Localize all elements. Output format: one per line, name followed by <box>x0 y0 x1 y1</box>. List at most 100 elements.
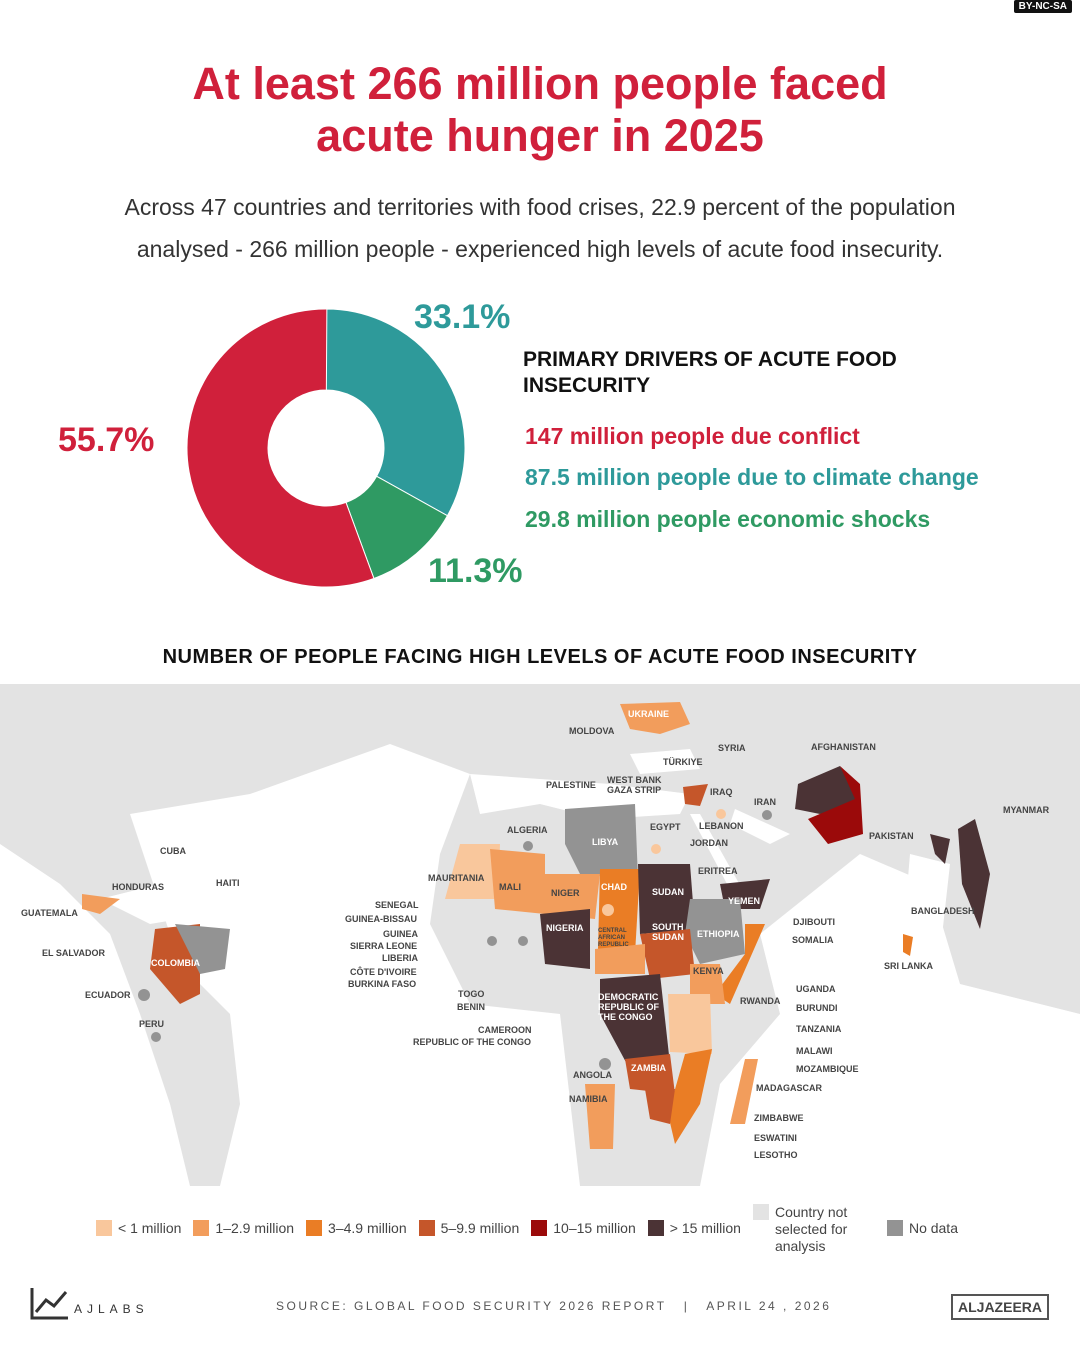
donut-chart <box>186 308 466 588</box>
map-label: REPUBLIC OF THE CONGO <box>413 1037 532 1047</box>
legend-label: 10–15 million <box>553 1220 636 1236</box>
map-label: ETHIOPIA <box>697 929 740 939</box>
map-label: MALI <box>499 882 521 892</box>
map-label: ANGOLA <box>573 1070 612 1080</box>
legend-item: No data <box>886 1220 958 1236</box>
map-label: YEMEN <box>728 896 761 906</box>
country-mozambique <box>668 1049 712 1144</box>
map-label: PAKISTAN <box>869 831 914 841</box>
map-label: LESOTHO <box>754 1150 798 1160</box>
country-south-sudan <box>640 929 695 979</box>
map-label: ERITREA <box>698 866 738 876</box>
map-label: JORDAN <box>690 838 729 848</box>
country-zimbabwe <box>645 1089 675 1124</box>
map-label: BURUNDI <box>796 1003 838 1013</box>
map-label: EL SALVADOR <box>42 948 106 958</box>
country-bangladesh <box>930 834 950 864</box>
map-label: SYRIA <box>718 743 746 753</box>
map-label: BENIN <box>457 1002 486 1012</box>
map-label: PALESTINE <box>546 780 596 790</box>
legend-conflict: 147 million people due conflict <box>525 423 860 449</box>
donut-slice-0 <box>325 308 466 517</box>
country-mali <box>490 849 545 914</box>
map-label: GUATEMALA <box>21 908 78 918</box>
legend-swatch <box>193 1220 210 1236</box>
ajlabs-logo: AJLABS <box>30 1286 149 1320</box>
map-label: MAURITANIA <box>428 873 485 883</box>
map-label: HONDURAS <box>112 882 165 892</box>
source-line: SOURCE: GLOBAL FOOD SECURITY 2026 REPORT… <box>276 1299 832 1313</box>
map-label: GUINEA <box>383 929 419 939</box>
map-label: IRAQ <box>710 787 733 797</box>
legend-swatch <box>752 1204 769 1220</box>
map-label: SOUTH SUDAN <box>652 922 685 942</box>
subtitle: Across 47 countries and territories with… <box>124 194 956 262</box>
ocean-indian <box>700 854 1080 1186</box>
legend-label: No data <box>908 1220 958 1236</box>
map-label: TÜRKIYE <box>663 757 703 767</box>
map-legend: < 1 million 1–2.9 million 3–4.9 million 5–9… <box>96 1204 970 1255</box>
map-label: NIGER <box>551 888 580 898</box>
map-label: SIERRA LEONE <box>350 941 418 951</box>
slice-label-economic: 11.3% <box>428 552 523 590</box>
page-title: At least 266 million people faced acute h… <box>192 58 888 161</box>
map-label: DJIBOUTI <box>793 917 836 927</box>
map-label: CAMEROON <box>478 1025 532 1035</box>
map-label: ZAMBIA <box>631 1063 666 1073</box>
legend-label: 5–9.9 million <box>440 1220 520 1236</box>
map-label: SENEGAL <box>375 900 419 910</box>
country-nigeria <box>540 909 590 969</box>
country-car <box>595 944 645 974</box>
country-madagascar <box>730 1059 758 1124</box>
map-label: NAMIBIA <box>569 1094 608 1104</box>
map-label: WEST BANK <box>607 775 662 785</box>
legend-item: 10–15 million <box>531 1220 636 1236</box>
map-label: MADAGASCAR <box>756 1083 822 1093</box>
legend-swatch <box>418 1220 435 1236</box>
legend-swatch <box>886 1220 903 1236</box>
map-label: ESWATINI <box>754 1133 797 1143</box>
map-label: RWANDA <box>740 996 781 1006</box>
map-label: GUINEA-BISSAU <box>345 914 418 924</box>
sea-red <box>690 814 745 899</box>
map-label: CENTRAL AFRICAN REPUBLIC <box>598 928 629 948</box>
country-sri-lanka <box>903 934 913 956</box>
map-label: TANZANIA <box>796 1024 842 1034</box>
food-insecurity-map: UKRAINE MOLDOVA SYRIA AFGHANISTAN TÜRKIYE PAL… <box>0 684 1080 1186</box>
slice-label-conflict: 55.7% <box>58 421 155 459</box>
map-label: CHAD <box>601 882 627 892</box>
legend-swatch <box>647 1220 664 1236</box>
country-chad <box>598 869 640 954</box>
legend-label: 1–2.9 million <box>215 1220 295 1236</box>
map-label: MYANMAR <box>1003 805 1050 815</box>
ocean-pacific <box>0 844 190 1186</box>
map-label: ECUADOR <box>85 990 131 1000</box>
map-label: SRI LANKA <box>884 961 933 971</box>
legend-item: 1–2.9 million <box>193 1220 294 1236</box>
map-title: NUMBER OF PEOPLE FACING HIGH LEVELS OF A… <box>162 646 918 668</box>
map-label: EGYPT <box>650 822 681 832</box>
legend-item: < 1 million <box>96 1220 181 1236</box>
country-ethiopia <box>685 899 745 964</box>
legend-label: < 1 million <box>118 1220 182 1236</box>
map-label: LEBANON <box>699 821 744 831</box>
legend-label: Country not selected for analysis <box>774 1204 848 1254</box>
donut-slice-2 <box>186 308 375 588</box>
slice-label-climate: 33.1% <box>414 298 511 336</box>
map-label: UGANDA <box>796 984 836 994</box>
map-label: LIBYA <box>592 837 619 847</box>
legend-swatch <box>531 1220 548 1236</box>
map-label: HAITI <box>216 878 240 888</box>
map-label: UKRAINE <box>628 709 670 719</box>
country-venezuela <box>175 924 230 974</box>
country-drc <box>600 974 670 1079</box>
map-label: MALAWI <box>796 1046 833 1056</box>
map-label: SOMALIA <box>792 935 834 945</box>
map-label: COLOMBIA <box>151 958 200 968</box>
map-label: MOLDOVA <box>569 726 615 736</box>
country-sudan <box>638 864 695 934</box>
country-niger <box>545 874 600 919</box>
country-syria <box>683 784 708 806</box>
map-label: AFGHANISTAN <box>811 742 876 752</box>
map-label: ALGERIA <box>507 825 548 835</box>
